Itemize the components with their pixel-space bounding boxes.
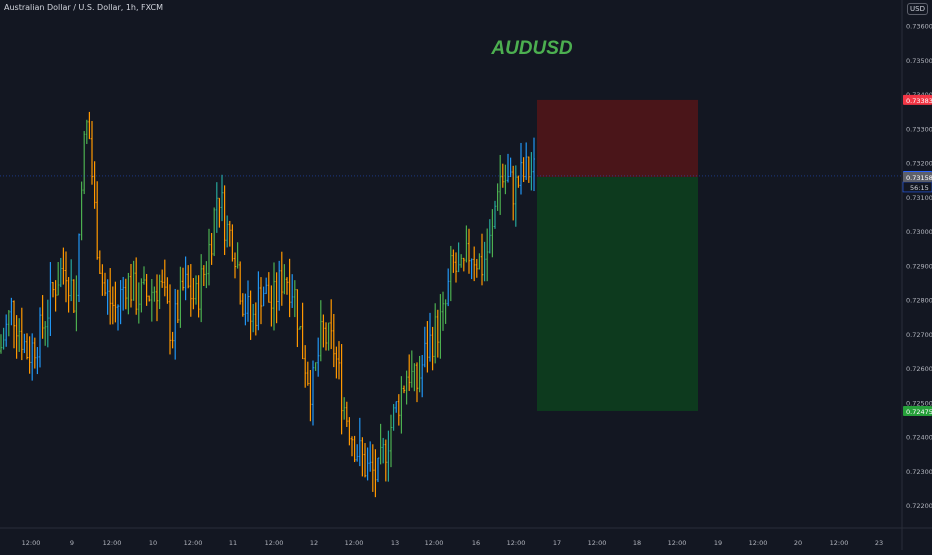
time-tick-label: 17 [553,539,561,547]
reward-zone[interactable] [537,176,698,411]
price-tick-label: 0.72500 [906,399,932,407]
price-tick-label: 0.72400 [906,434,932,442]
time-tick-label: 12:00 [103,539,122,547]
time-tick-label: 19 [714,539,722,547]
time-tick-label: 12:00 [668,539,687,547]
price-tick-label: 0.72300 [906,468,932,476]
price-tick-label: 0.73500 [906,57,932,65]
entry-price-label-bg [903,171,932,182]
risk-zone[interactable] [537,99,698,177]
time-tick-label: 12:00 [265,539,284,547]
time-tick-label: 16 [472,539,480,547]
time-tick-label: 18 [633,539,641,547]
price-tick-label: 0.72800 [906,297,932,305]
time-tick-label: 9 [70,539,74,547]
time-tick-label: 12:00 [588,539,607,547]
currency-badge[interactable]: USD [907,3,928,15]
time-tick-label: 12:00 [22,539,41,547]
price-tick-label: 0.73100 [906,194,932,202]
time-tick-label: 12:00 [507,539,526,547]
price-tick-label: 0.73200 [906,160,932,168]
price-tick-label: 0.73300 [906,125,932,133]
time-tick-label: 20 [794,539,802,547]
time-tick-label: 11 [229,539,237,547]
price-tick-label: 0.73000 [906,228,932,236]
price-tick-label: 0.72600 [906,365,932,373]
price-tick-label: 0.72700 [906,331,932,339]
time-tick-label: 12:00 [830,539,849,547]
time-tick-label: 12:00 [749,539,768,547]
countdown-label: 56:15 [910,184,929,192]
symbol-title: Australian Dollar / U.S. Dollar, 1h, FXC… [4,3,164,12]
entry-price-label: 0.73158 [906,174,932,182]
time-tick-label: 10 [149,539,157,547]
time-tick-label: 12 [310,539,318,547]
price-tick-label: 0.72200 [906,502,932,510]
price-tick-label: 0.73600 [906,23,932,31]
stop-price-label: 0.73383 [906,97,932,105]
stop-price-label-bg [903,94,932,105]
time-tick-label: 12:00 [345,539,364,547]
time-tick-label: 23 [875,539,883,547]
target-price-label-bg [903,405,932,416]
target-price-label: 0.72475 [906,408,932,416]
time-tick-label: 13 [391,539,399,547]
time-tick-label: 12:00 [425,539,444,547]
price-tick-label: 0.72900 [906,262,932,270]
time-tick-label: 12:00 [184,539,203,547]
